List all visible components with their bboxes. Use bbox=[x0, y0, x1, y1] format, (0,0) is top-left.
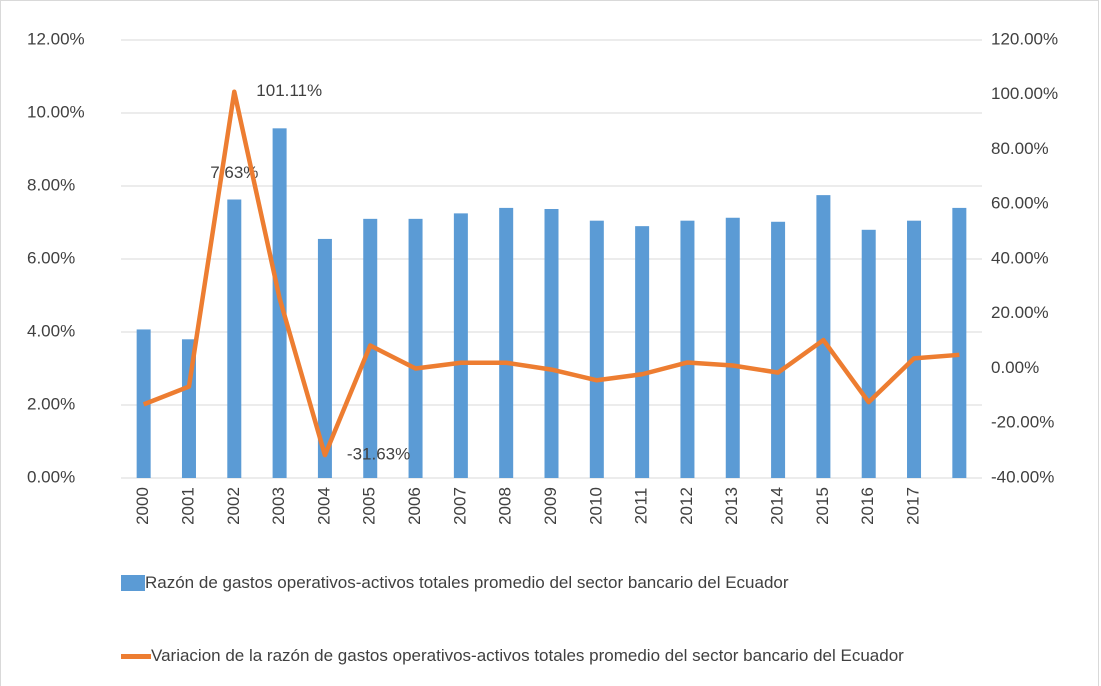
x-tick-label: 2009 bbox=[541, 487, 560, 525]
bar bbox=[227, 199, 242, 478]
x-tick-label: 2011 bbox=[632, 488, 651, 525]
legend-entry: Variacion de la razón de gastos operativ… bbox=[121, 644, 1041, 668]
y2-tick-label: 80.00% bbox=[991, 139, 1049, 158]
bar bbox=[952, 207, 967, 478]
y2-tick-label: 20.00% bbox=[991, 303, 1049, 322]
y2-tick-label: -40.00% bbox=[991, 467, 1054, 486]
x-tick-label: 2016 bbox=[858, 487, 877, 525]
y-tick-label: 8.00% bbox=[27, 175, 75, 194]
bar bbox=[544, 208, 559, 478]
bar bbox=[408, 218, 423, 478]
bar bbox=[499, 207, 514, 478]
x-tick-label: 2015 bbox=[813, 487, 832, 525]
legend-label: Variacion de la razón de gastos operativ… bbox=[151, 646, 904, 665]
bar bbox=[771, 221, 786, 478]
x-tick-label: 2010 bbox=[586, 487, 605, 525]
y2-tick-label: 120.00% bbox=[991, 29, 1058, 48]
x-tick-label: 2008 bbox=[496, 487, 515, 525]
y-tick-label: 12.00% bbox=[27, 29, 85, 48]
bar bbox=[635, 226, 650, 478]
y2-tick-label: 100.00% bbox=[991, 84, 1058, 103]
x-tick-label: 2014 bbox=[768, 487, 787, 525]
y2-tick-label: 40.00% bbox=[991, 248, 1049, 267]
bar bbox=[589, 220, 604, 479]
y2-tick-label: 60.00% bbox=[991, 194, 1049, 213]
line bbox=[142, 89, 960, 458]
y-tick-label: 6.00% bbox=[27, 248, 75, 267]
bar bbox=[861, 229, 876, 478]
bar bbox=[453, 213, 468, 478]
chart: 0.00% 2.00% 4.00% 6.00% 8.00% 10.00% 12.00% -40… bbox=[27, 29, 1058, 525]
bar bbox=[907, 220, 922, 479]
x-tick-label: 2017 bbox=[904, 487, 923, 525]
data-label: 101.11% bbox=[256, 81, 322, 100]
x-tick-label: 2002 bbox=[224, 487, 243, 525]
legend-swatch bbox=[121, 654, 151, 659]
x-tick-label: 2000 bbox=[133, 487, 152, 525]
x-tick-label: 2004 bbox=[314, 487, 333, 525]
legend-swatch bbox=[121, 575, 145, 591]
data-label: -31.63% bbox=[347, 445, 410, 464]
legend-label: Razón de gastos operativos-activos total… bbox=[145, 573, 789, 592]
bar bbox=[816, 195, 831, 478]
y-tick-label: 4.00% bbox=[27, 321, 75, 340]
y-tick-label: 10.00% bbox=[27, 102, 85, 121]
x-tick-label: 2003 bbox=[269, 487, 288, 525]
x-tick-label: 2012 bbox=[677, 487, 696, 525]
x-tick-label: 2006 bbox=[405, 487, 424, 525]
x-tick-label: 2001 bbox=[178, 487, 197, 525]
y-tick-label: 0.00% bbox=[27, 467, 75, 486]
y2-tick-label: 0.00% bbox=[991, 358, 1039, 377]
legend-entry: Razón de gastos operativos-activos total… bbox=[121, 571, 1041, 595]
bar bbox=[725, 217, 740, 478]
x-tick-label: 2013 bbox=[722, 487, 741, 525]
y-tick-label: 2.00% bbox=[27, 394, 75, 413]
x-tick-label: 2007 bbox=[450, 487, 469, 525]
bar bbox=[317, 238, 332, 478]
x-tick-label: 2005 bbox=[360, 487, 379, 525]
bar bbox=[680, 220, 695, 479]
y2-tick-label: -20.00% bbox=[991, 413, 1054, 432]
